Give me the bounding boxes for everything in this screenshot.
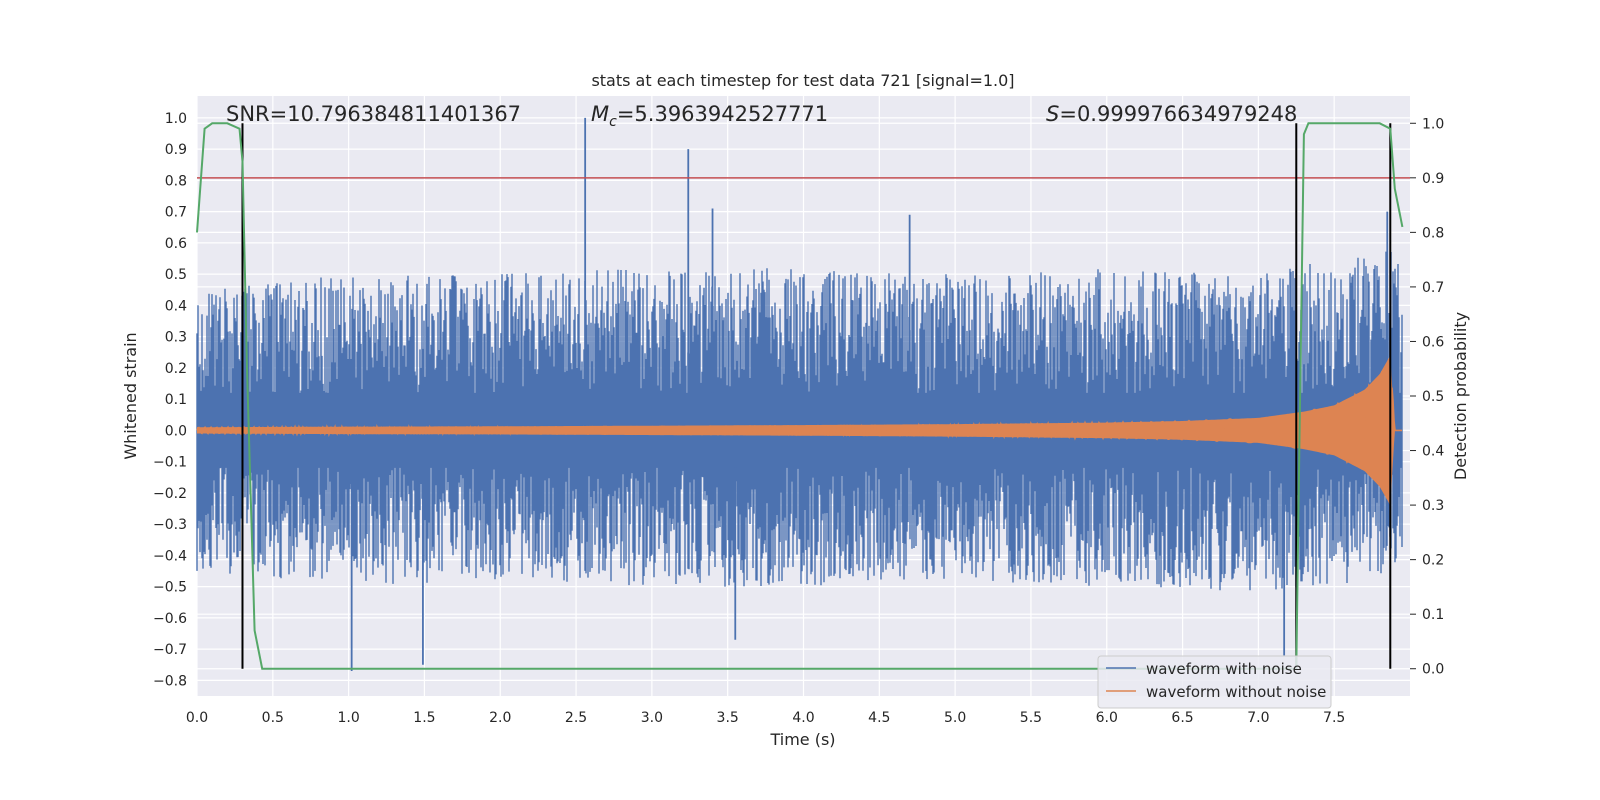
y-tick-label: −0.4 [153,548,187,564]
probability-line [196,122,1404,670]
y-tick-label: 0.1 [165,392,187,408]
x-tick-label: 5.5 [1020,710,1042,726]
x-tick-label: 2.0 [489,710,511,726]
right-y-tick-label: 0.0 [1422,662,1444,678]
detection-markers [241,123,1392,669]
y-tick-label: 0.6 [165,236,187,252]
x-tick-label: 6.5 [1171,710,1193,726]
x-axis-label: Time (s) [769,730,835,749]
x-tick-label: 6.0 [1096,710,1118,726]
y-tick-label: 0.0 [165,423,187,439]
y-tick-label: 1.0 [165,111,187,127]
right-y-tick-label: 0.1 [1422,607,1444,623]
right-y-tick-label: 0.5 [1422,389,1444,405]
y-tick-label: −0.7 [153,642,187,658]
legend-box [1097,655,1332,709]
chart-title: stats at each timestep for test data 721… [591,71,1014,90]
right-y-tick-label: 0.9 [1422,171,1444,187]
y-axis-label: Whitened strain [121,332,140,459]
x-tick-label: 0.5 [262,710,284,726]
right-y-tick-label: 0.8 [1422,225,1444,241]
y-tick-label: −0.2 [153,486,187,502]
x-tick-label: 7.5 [1323,710,1345,726]
chirp-mass-value: =5.3963942527771 [617,102,828,126]
y-tick-label: −0.8 [153,673,187,689]
detection-probability-series [196,122,1404,670]
y-tick-label: 0.5 [165,267,187,283]
clean-waveform-line [196,371,1402,499]
y-tick-label: 0.7 [165,205,187,221]
detection-statistic-annotation: S=0.999976634979248 [1046,102,1297,126]
right-y-tick-label: 0.7 [1422,280,1444,296]
right-y-tick-label: 0.3 [1422,498,1444,514]
y-tick-label: −0.6 [153,611,187,627]
x-axis-ticks: 0.0 0.5 1.0 1.5 2.0 2.5 3.0 3.5 4.0 4.5 5.0 5.5 6.0 6… [186,710,1345,726]
legend-label-clean: waveform without noise [1146,683,1326,701]
legend-label-noise: waveform with noise [1146,660,1302,678]
x-tick-label: 4.0 [792,710,814,726]
y-tick-label: 0.8 [165,173,187,189]
right-y-axis-ticks: 1.0 0.9 0.8 0.7 0.6 0.5 0.4 0.3 0.2 0.1 0.0 [1410,116,1444,678]
y-axis-ticks: 1.0 0.9 0.8 0.7 0.6 0.5 0.4 0.3 0.2 0.1 0.0 −0.1 −0.… [153,111,187,690]
legend: waveform with noise waveform without noi… [1097,655,1332,709]
detection-statistic-symbol: S [1046,102,1059,126]
y-tick-label: 0.2 [165,361,187,377]
chirp-mass-symbol: M [591,102,609,126]
x-tick-label: 2.5 [565,710,587,726]
y-tick-label: −0.3 [153,517,187,533]
x-tick-label: 4.5 [868,710,890,726]
x-tick-label: 7.0 [1247,710,1269,726]
chirp-mass-subscript: c [609,114,617,130]
x-tick-label: 5.0 [944,710,966,726]
right-y-tick-label: 1.0 [1422,116,1444,132]
x-tick-label: 1.5 [413,710,435,726]
chirp-mass-annotation: Mc=5.3963942527771 [591,102,828,130]
right-y-tick-label: 0.2 [1422,553,1444,569]
y-tick-label: 0.4 [165,298,187,314]
y-tick-label: 0.9 [165,142,187,158]
waveform-without-noise-series [196,355,1402,505]
detection-statistic-value: =0.999976634979248 [1059,102,1297,126]
y-tick-label: −0.1 [153,455,187,471]
right-y-tick-label: 0.6 [1422,334,1444,350]
y-tick-label: 0.3 [165,330,187,346]
x-tick-label: 1.0 [337,710,359,726]
right-y-axis-label: Detection probability [1451,312,1470,480]
y-tick-label: −0.5 [153,580,187,596]
x-tick-label: 3.0 [641,710,663,726]
x-tick-label: 3.5 [717,710,739,726]
snr-annotation: SNR=10.796384811401367 [226,102,521,126]
right-y-tick-label: 0.4 [1422,444,1444,460]
x-tick-label: 0.0 [186,710,208,726]
